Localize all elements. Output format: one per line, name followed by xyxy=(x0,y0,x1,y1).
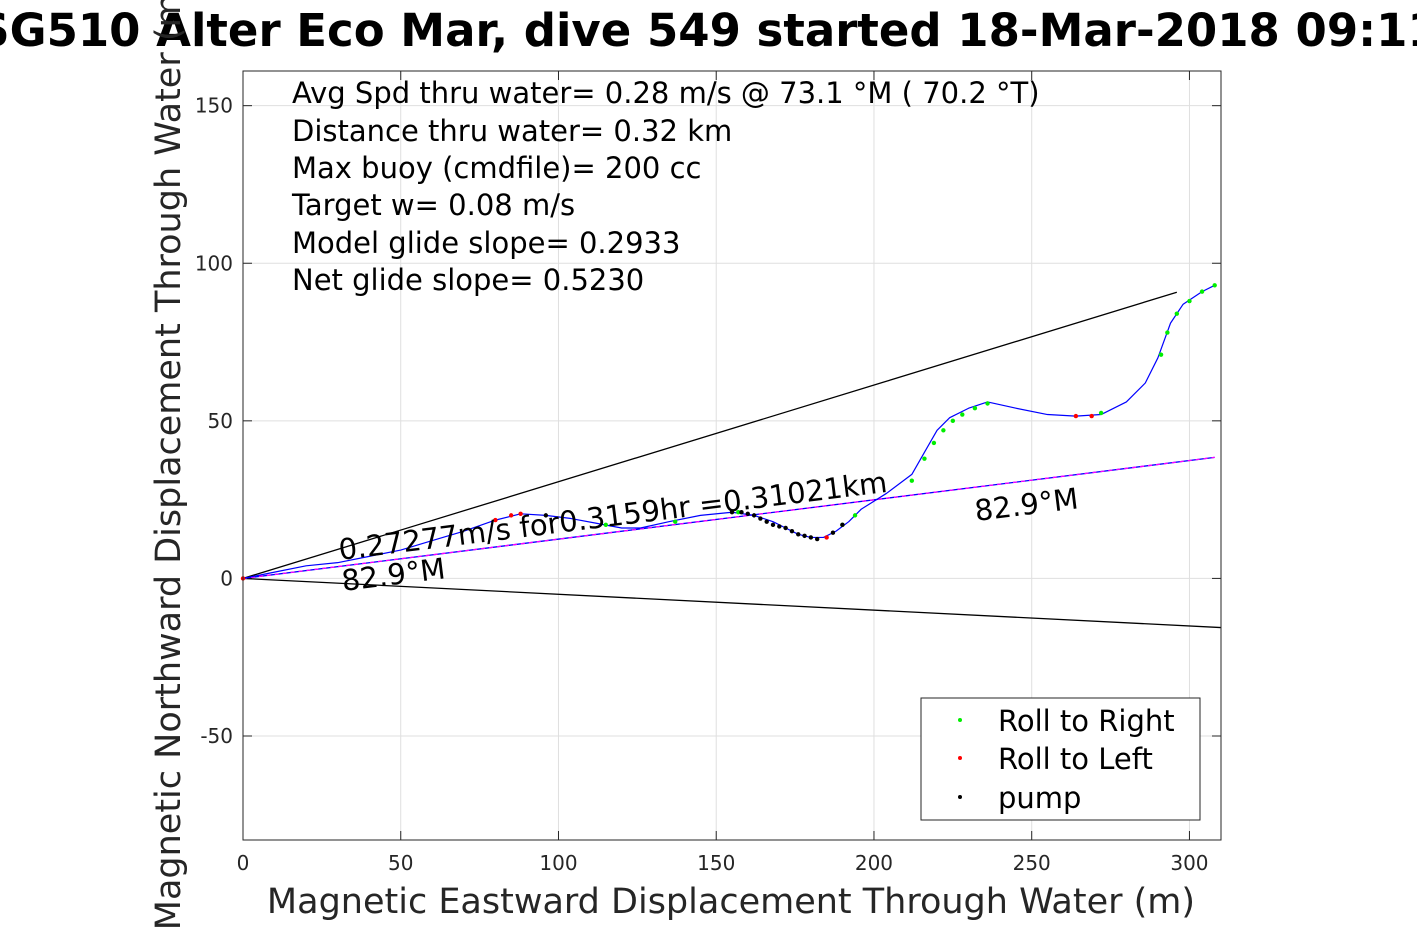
series-point-2 xyxy=(814,536,820,542)
info-line-net-glide: Net glide slope= 0.5230 xyxy=(292,263,644,297)
x-axis-label: Magnetic Eastward Displacement Through W… xyxy=(267,882,1195,922)
series-point-2 xyxy=(783,525,788,531)
series-point-0 xyxy=(931,440,937,446)
x-tick-label: 0 xyxy=(237,851,250,875)
info-line-avg-speed: Avg Spd thru water= 0.28 m/s @ 73.1 °M (… xyxy=(292,76,1040,110)
x-tick-label: 50 xyxy=(388,851,413,875)
info-line-distance: Distance thru water= 0.32 km xyxy=(292,114,732,148)
x-tick-label: 300 xyxy=(1170,851,1208,875)
series-point-0 xyxy=(603,522,609,528)
series-point-1 xyxy=(1073,413,1079,419)
reference-line-heading-overlay xyxy=(242,456,1215,580)
y-tick-label: 50 xyxy=(208,409,233,433)
series-point-2 xyxy=(764,519,769,524)
series-point-2 xyxy=(739,510,744,515)
x-tick-label: 200 xyxy=(855,851,893,875)
series-point-1 xyxy=(824,535,829,540)
series-point-2 xyxy=(808,535,814,540)
series-point-0 xyxy=(941,428,946,433)
series-point-2 xyxy=(770,522,776,528)
legend-marker-roll-left xyxy=(958,756,962,760)
legend-label-pump: pump xyxy=(998,781,1081,815)
series-point-1 xyxy=(518,511,523,517)
series-point-2 xyxy=(751,513,757,518)
series-point-0 xyxy=(960,412,965,417)
series-point-2 xyxy=(745,511,750,517)
info-line-model-glide: Model glide slope= 0.2933 xyxy=(292,226,680,260)
series-point-2 xyxy=(758,516,763,521)
legend-marker-pump xyxy=(958,795,962,799)
reference-line-lower xyxy=(242,577,1222,629)
x-tick-label: 250 xyxy=(1013,851,1051,875)
info-line-max-buoy: Max buoy (cmdfile)= 200 cc xyxy=(292,151,701,185)
info-line-target-w: Target w= 0.08 m/s xyxy=(291,188,575,222)
legend-label-roll-left: Roll to Left xyxy=(998,742,1153,776)
series-point-0 xyxy=(673,519,678,524)
series-point-0 xyxy=(922,456,927,461)
plot-frame xyxy=(242,70,1222,841)
series-point-2 xyxy=(796,532,801,537)
series-point-2 xyxy=(543,513,549,518)
series-point-0 xyxy=(1158,352,1164,357)
series-point-1 xyxy=(493,517,498,523)
y-tick-label: 0 xyxy=(220,566,233,590)
series-point-2 xyxy=(789,528,795,534)
series-point-1 xyxy=(508,513,514,518)
y-tick-label: 100 xyxy=(195,251,233,275)
series-point-0 xyxy=(1187,298,1192,304)
chart-title: SG510 Alter Eco Mar, dive 549 started 18… xyxy=(0,4,1417,57)
series-point-0 xyxy=(985,401,990,406)
series-markers xyxy=(240,283,1217,581)
y-axis-label: Magnetic Northward Displacement Through … xyxy=(149,0,189,930)
series-point-1 xyxy=(1089,413,1094,419)
series-point-0 xyxy=(736,510,741,515)
series-point-0 xyxy=(972,406,978,411)
legend-marker-roll-right xyxy=(958,718,962,722)
series-point-0 xyxy=(852,513,858,518)
legend-box xyxy=(920,697,1201,821)
series-point-2 xyxy=(729,510,735,515)
series-point-0 xyxy=(1212,283,1217,288)
legend-label-roll-right: Roll to Right xyxy=(998,704,1175,738)
series-point-2 xyxy=(802,533,807,539)
series-point-0 xyxy=(1098,410,1104,416)
reference-lines xyxy=(242,291,1222,629)
y-tick-label: 150 xyxy=(195,94,233,118)
x-tick-label: 150 xyxy=(697,851,735,875)
reference-line-upper xyxy=(242,291,1178,580)
y-tick-label: -50 xyxy=(200,724,233,748)
series-point-2 xyxy=(830,530,836,535)
x-tick-label: 100 xyxy=(539,851,577,875)
series-point-0 xyxy=(950,418,956,424)
info-block: Avg Spd thru water= 0.28 m/s @ 73.1 °M (… xyxy=(291,76,1040,297)
grid xyxy=(242,71,1221,840)
series-point-0 xyxy=(1165,330,1170,335)
series-point-2 xyxy=(840,522,845,528)
axis-ticks: 0 50 100 150 200 250 300 -50 0 50 100 150 xyxy=(195,71,1221,875)
series-point-0 xyxy=(1174,311,1180,316)
legend: Roll to Right Roll to Left pump xyxy=(920,697,1201,821)
series-point-2 xyxy=(777,524,782,529)
series-point-0 xyxy=(1199,289,1205,294)
series-point-0 xyxy=(909,478,915,483)
